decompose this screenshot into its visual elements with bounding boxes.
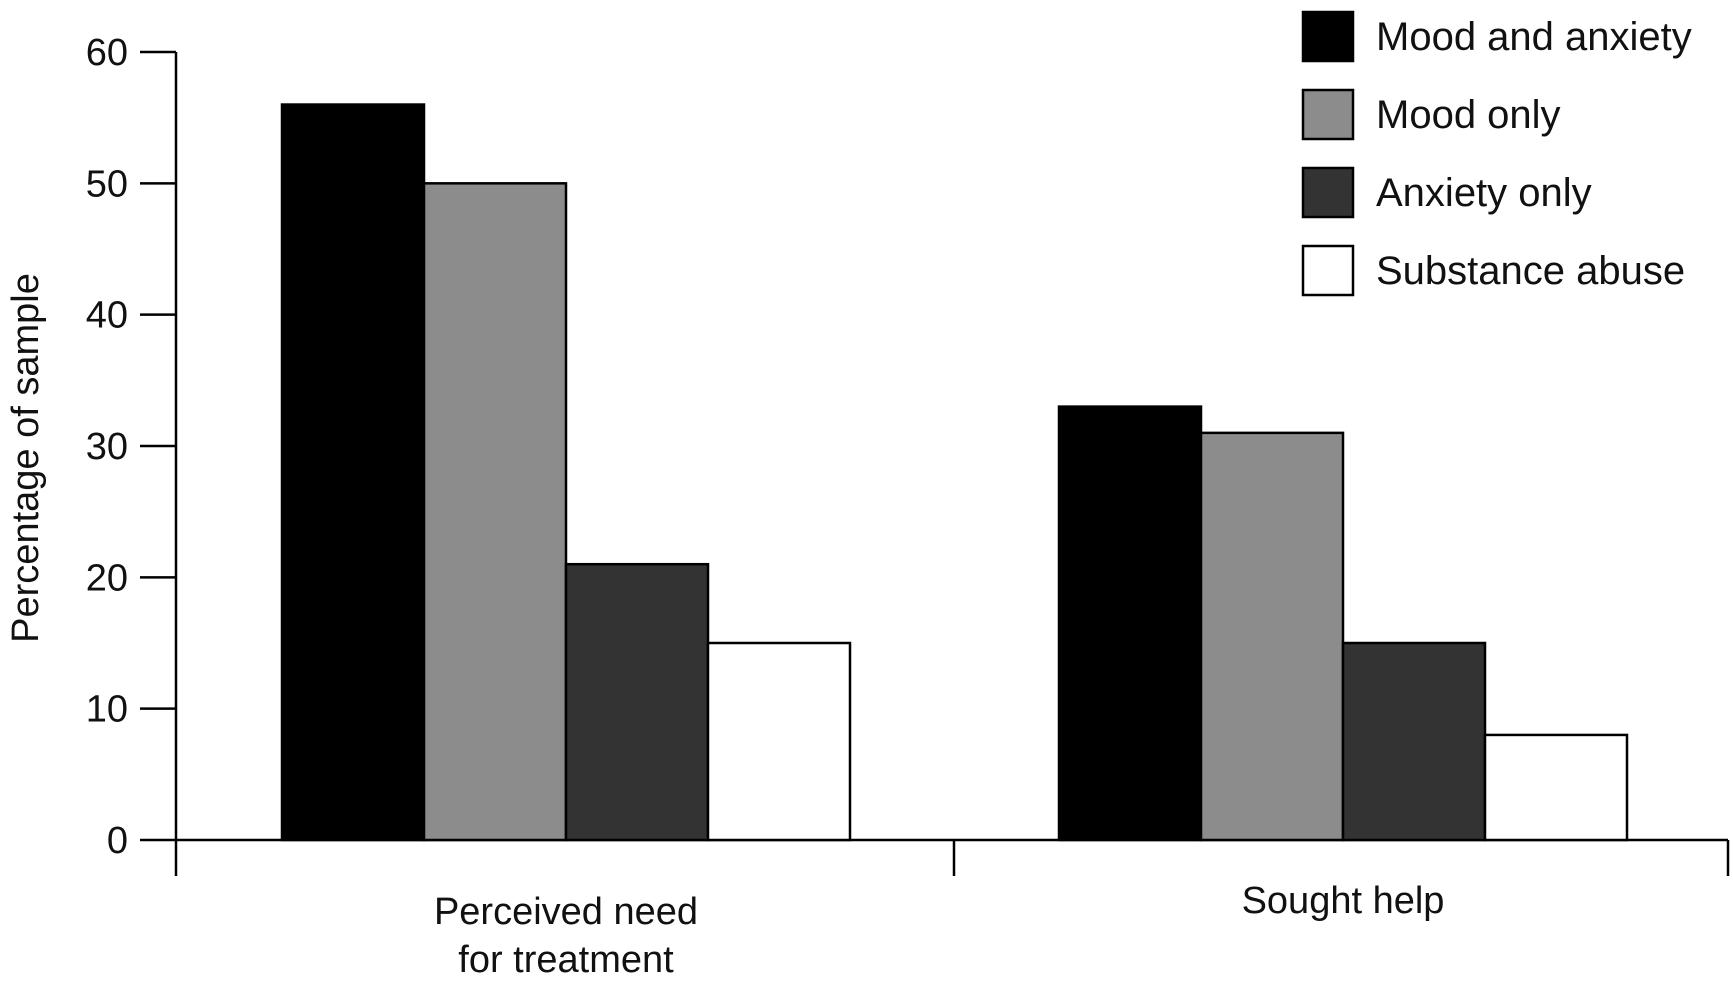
- legend-label: Mood only: [1376, 93, 1561, 137]
- category-label: Perceived need for treatment: [434, 891, 698, 981]
- legend-item: Anxiety only: [1301, 166, 1592, 219]
- y-axis-title: Percentage of sample: [5, 273, 47, 643]
- category-label-line: for treatment: [458, 939, 674, 981]
- bar-mood-only: [1199, 431, 1345, 842]
- category-labels: Perceived need for treatment Sought help: [434, 880, 1444, 981]
- y-tick-label: 60: [86, 32, 128, 74]
- bar-anxiety-only: [1341, 641, 1487, 842]
- bar-anxiety-only: [564, 562, 710, 842]
- legend-item: Substance abuse: [1301, 244, 1685, 297]
- legend-swatch: [1301, 88, 1355, 141]
- legend-label: Anxiety only: [1376, 171, 1592, 215]
- bar-substance-abuse: [1483, 733, 1629, 842]
- bar-substance-abuse: [706, 641, 852, 842]
- legend-item: Mood only: [1301, 88, 1561, 141]
- y-tick-label: 0: [107, 820, 128, 862]
- y-tick-label: 30: [86, 426, 128, 468]
- y-tick-label: 10: [86, 689, 128, 731]
- category-label-line: Sought help: [1242, 880, 1445, 922]
- bar-mood-and-anxiety: [280, 103, 426, 842]
- bar-mood-and-anxiety: [1057, 405, 1203, 842]
- y-ticks: 0 10 20 30 40 50 60: [86, 32, 176, 862]
- x-axis: [174, 838, 1730, 876]
- legend-item: Mood and anxiety: [1301, 10, 1692, 63]
- y-tick-label: 40: [86, 295, 128, 337]
- bar-mood-only: [422, 182, 568, 842]
- bars: [280, 103, 1629, 842]
- legend-label: Substance abuse: [1376, 249, 1685, 293]
- legend-swatch: [1301, 166, 1355, 219]
- category-label: Sought help: [1242, 880, 1445, 922]
- y-tick-label: 50: [86, 163, 128, 205]
- y-tick-label: 20: [86, 557, 128, 599]
- category-label-line: Perceived need: [434, 891, 698, 933]
- legend-label: Mood and anxiety: [1376, 15, 1692, 59]
- legend-swatch: [1301, 10, 1355, 63]
- legend-swatch: [1301, 244, 1355, 297]
- legend: Mood and anxiety Mood only Anxiety only Sub…: [1301, 10, 1692, 297]
